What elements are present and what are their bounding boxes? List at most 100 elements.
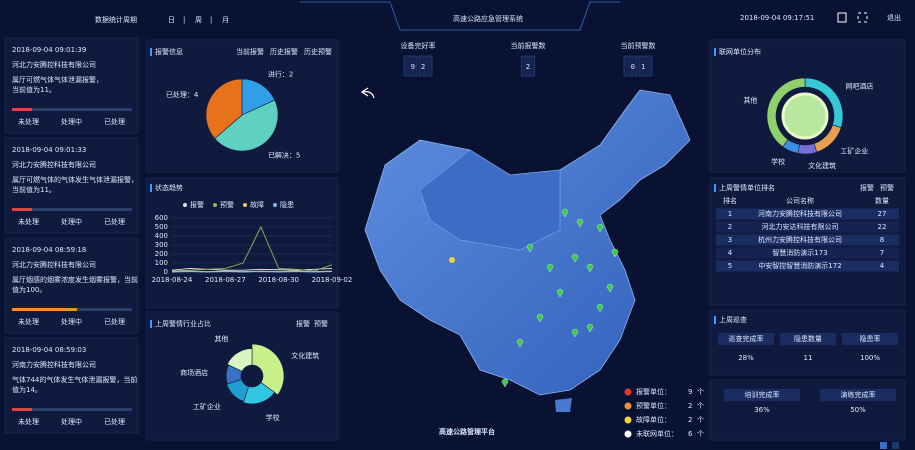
alert-company: 河北力安腾控科技有限公司 (12, 160, 96, 169)
footer-title: 高速公路管理平台 (439, 427, 495, 436)
alert-status[interactable]: 处理中 (61, 417, 82, 426)
map-marker-warn[interactable] (449, 257, 455, 263)
progress-track (12, 108, 132, 111)
panel-title: 报警信息 (155, 47, 183, 56)
tab[interactable]: 预警 (314, 319, 328, 328)
alert-status[interactable]: 已处理 (104, 117, 125, 126)
alert-status[interactable]: 处理中 (61, 217, 82, 226)
tab[interactable]: 历史预警 (304, 47, 332, 56)
alert-status[interactable]: 未处理 (18, 217, 39, 226)
alert-message: 属厅可燃气体气体泄漏报警， (12, 75, 103, 84)
map-marker[interactable] (576, 218, 584, 228)
alert-time: 2018-09-04 08:59:03 (12, 346, 86, 354)
title-accent (150, 48, 152, 56)
period-option[interactable]: 月 (222, 16, 229, 24)
legend-count: 6 (688, 430, 693, 438)
stat-value: 2 (526, 63, 536, 71)
sound-icon[interactable] (837, 12, 847, 23)
metric-value: 11 (804, 354, 813, 362)
panel-title: 上周警情单位排名 (719, 183, 775, 192)
map-marker[interactable] (606, 283, 614, 293)
alert-status[interactable]: 已处理 (104, 217, 125, 226)
metric-value: 36% (754, 406, 770, 414)
y-tick-label: 600 (155, 214, 168, 222)
map-marker[interactable] (516, 338, 524, 348)
alert-status[interactable]: 处理中 (61, 117, 82, 126)
panel (4, 237, 139, 334)
map-marker[interactable] (596, 223, 604, 233)
y-tick-label: 400 (155, 232, 168, 240)
y-tick-label: 500 (155, 223, 168, 231)
map-marker[interactable] (561, 208, 569, 218)
period-option[interactable]: 周 (195, 16, 202, 24)
table-cell: 7 (880, 249, 884, 257)
legend-unit: 个 (697, 430, 704, 438)
alert-status[interactable]: 未处理 (18, 317, 39, 326)
title-accent (714, 184, 716, 192)
table-cell: 中安智控智慧消防演示172 (758, 261, 841, 270)
fullscreen-icon[interactable] (857, 12, 868, 23)
metric-head-bg (820, 389, 896, 401)
progress-track (12, 408, 132, 411)
legend-label: 报警 (190, 200, 204, 209)
table-cell: 2 (728, 223, 732, 231)
table-cell: 1 (728, 210, 732, 218)
metric-value: 100% (860, 354, 880, 362)
x-tick-label: 2018-08-30 (258, 276, 299, 284)
page-button[interactable] (892, 442, 899, 449)
slice-label: 进行：2 (268, 70, 293, 79)
tab[interactable]: 报警 (296, 319, 310, 328)
series-line (171, 225, 333, 272)
title-accent (150, 184, 152, 192)
alert-status[interactable]: 未处理 (18, 117, 39, 126)
metric-value: 50% (850, 406, 866, 414)
digit-box (403, 55, 418, 77)
slice (241, 78, 276, 116)
legend-dot (183, 203, 187, 207)
slice (214, 99, 279, 152)
legend-label: 故障单位： (636, 415, 671, 424)
alert-status[interactable]: 处理中 (61, 317, 82, 326)
stat-value: 01 (631, 63, 651, 71)
map-marker[interactable] (546, 263, 554, 273)
map-marker[interactable] (556, 288, 564, 298)
map-marker[interactable] (586, 323, 594, 333)
map-marker[interactable] (571, 328, 579, 338)
metric-label: 演练完成率 (841, 390, 876, 399)
tab[interactable]: 预警 (880, 183, 894, 192)
tab[interactable]: 报警 (860, 183, 874, 192)
period-option[interactable]: 日 (168, 16, 175, 24)
alert-status[interactable]: 未处理 (18, 417, 39, 426)
map-marker[interactable] (586, 263, 594, 273)
map-marker[interactable] (611, 248, 619, 258)
alert-time: 2018-09-04 09:01:39 (12, 46, 86, 54)
digit-box (638, 55, 653, 77)
alert-message: 属厅烟感的烟雾浓度发生烟雾报警，当前 (12, 275, 138, 284)
slice-label: 其他 (214, 334, 228, 343)
map-marker[interactable] (571, 253, 579, 263)
progress-fill (12, 108, 32, 111)
tab[interactable]: 当前报警 (236, 47, 264, 56)
map-marker[interactable] (536, 313, 544, 323)
alert-status[interactable]: 已处理 (104, 317, 125, 326)
page-title: 高速公路应急管理系统 (453, 14, 523, 23)
y-tick-label: 200 (155, 250, 168, 258)
tab[interactable]: 历史报警 (270, 47, 298, 56)
map-marker[interactable] (501, 378, 509, 388)
metric-head-bg (780, 333, 836, 345)
datetime: 2018-09-04 09:17:51 (740, 14, 814, 22)
progress-fill (12, 408, 32, 411)
y-tick-label: 300 (155, 241, 168, 249)
slice-label: 已处理：4 (166, 90, 199, 99)
legend-label: 未联网单位： (636, 429, 678, 438)
map-marker[interactable] (526, 243, 534, 253)
logout[interactable]: 退出 (887, 13, 901, 22)
donut-core (781, 92, 829, 140)
progress-fill (12, 208, 32, 211)
alert-status[interactable]: 已处理 (104, 417, 125, 426)
map-marker[interactable] (596, 303, 604, 313)
page-button[interactable] (880, 442, 887, 449)
metric-label: 隐患率 (860, 334, 881, 343)
table-row (716, 260, 899, 272)
back-icon[interactable] (360, 87, 375, 99)
